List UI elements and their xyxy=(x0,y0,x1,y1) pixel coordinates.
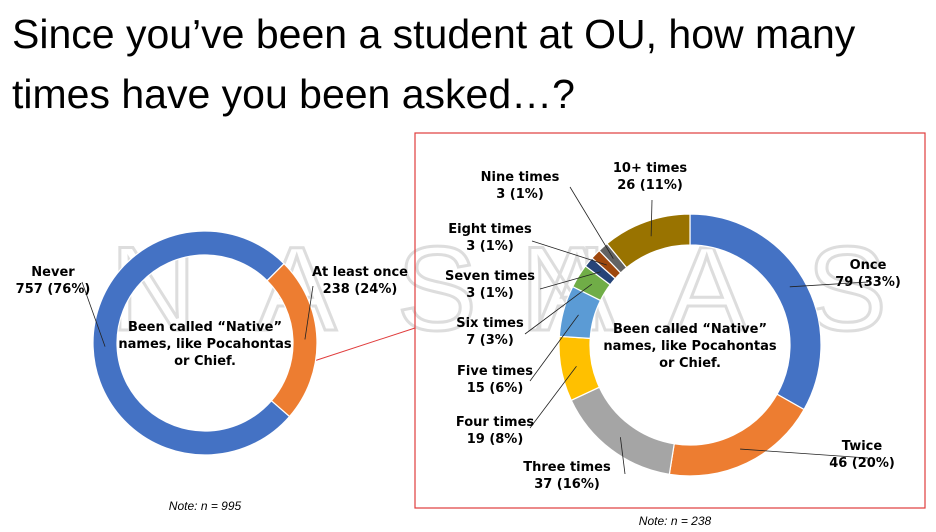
leader-line xyxy=(569,186,614,259)
leader-line xyxy=(531,240,607,266)
center-text: Been called “Native” names, like Pocahont… xyxy=(118,320,292,369)
leader-line xyxy=(304,285,314,340)
data-label: Six times 7 (3%) xyxy=(456,316,524,348)
donut-slice-twice xyxy=(668,393,805,477)
data-label: Once 79 (33%) xyxy=(835,258,901,290)
donut-slice-never xyxy=(92,230,291,456)
donut-slice-at-least-once xyxy=(266,262,318,418)
data-label: Seven times 3 (1%) xyxy=(445,269,535,301)
data-label: At least once 238 (24%) xyxy=(312,265,408,297)
data-label: Four times 19 (8%) xyxy=(456,415,535,447)
data-label: Three times 37 (16%) xyxy=(523,460,611,492)
data-label: 10+ times 26 (11%) xyxy=(613,161,688,193)
data-label: Five times 15 (6%) xyxy=(457,364,533,396)
leader-line xyxy=(81,281,106,347)
leader-line xyxy=(740,448,869,459)
leader-line xyxy=(529,314,579,382)
chart-note: Note: n = 238 xyxy=(639,514,712,528)
slide-title: Since you’ve been a student at OU, how m… xyxy=(12,11,856,117)
chart-note: Note: n = 995 xyxy=(169,499,242,513)
center-text: Been called “Native” names, like Pocahont… xyxy=(603,322,777,371)
data-label: Never 757 (76%) xyxy=(16,265,91,297)
highlight-connector xyxy=(313,327,416,362)
leader-line xyxy=(529,365,577,429)
data-label: Eight times 3 (1%) xyxy=(448,222,532,254)
data-label: Nine times 3 (1%) xyxy=(481,170,560,202)
leader-line xyxy=(650,199,653,237)
leader-line xyxy=(524,283,593,335)
leader-line xyxy=(789,281,869,288)
leader-line xyxy=(539,271,601,290)
highlight-box xyxy=(414,132,926,509)
leader-line xyxy=(619,437,626,475)
donut-slice-10-times xyxy=(606,213,691,269)
data-label: Twice 46 (20%) xyxy=(829,439,895,471)
